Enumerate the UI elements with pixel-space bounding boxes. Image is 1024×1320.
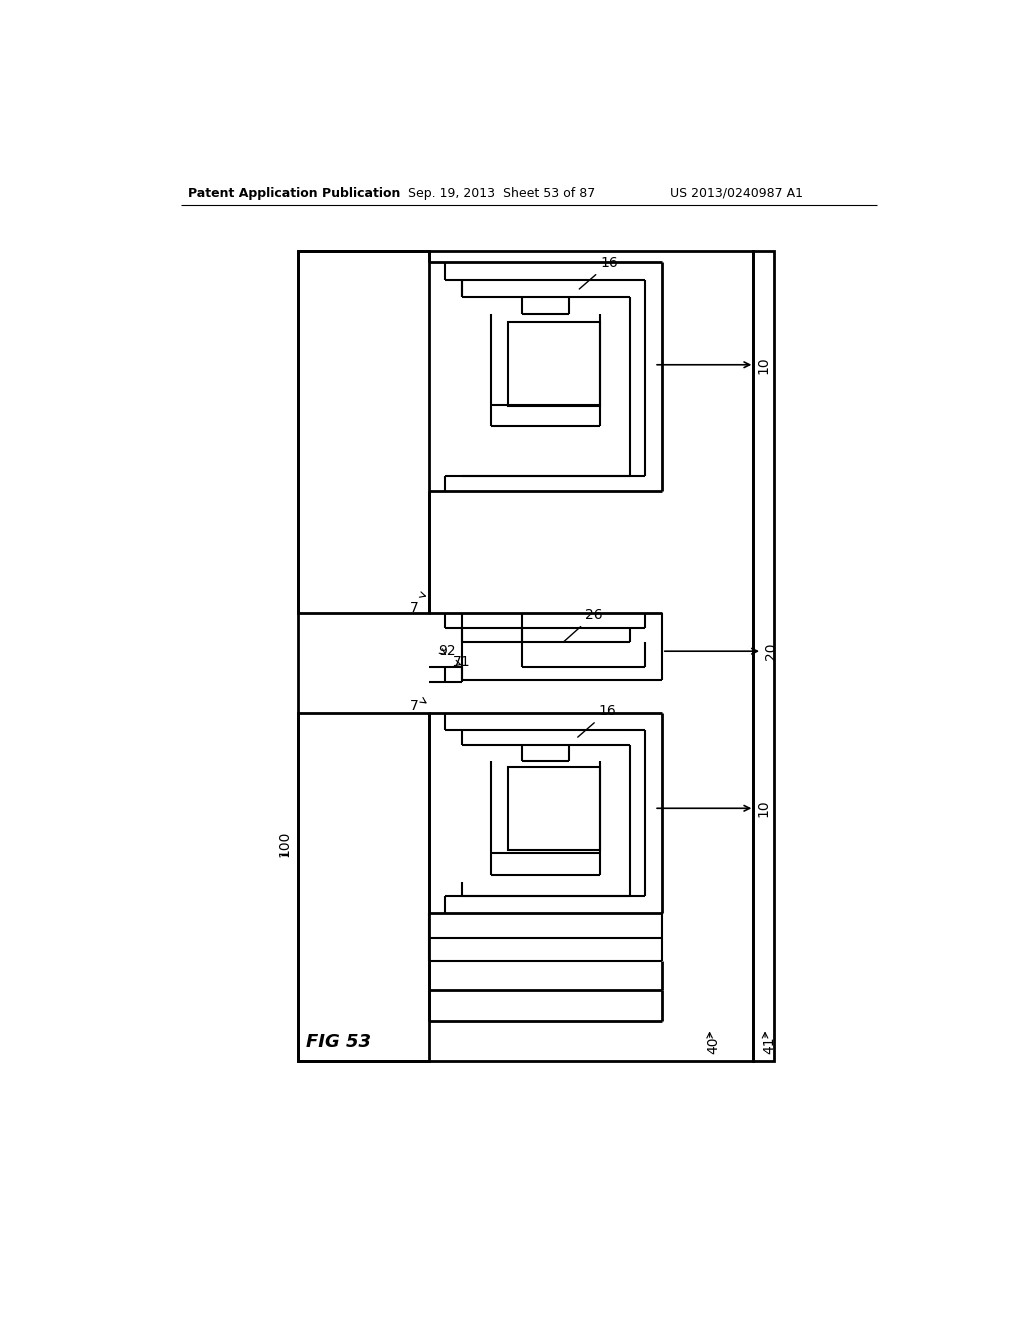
Text: US 2013/0240987 A1: US 2013/0240987 A1 xyxy=(670,187,803,199)
Text: 16: 16 xyxy=(578,704,616,737)
Bar xyxy=(298,713,429,1061)
Text: Sep. 19, 2013  Sheet 53 of 87: Sep. 19, 2013 Sheet 53 of 87 xyxy=(408,187,595,199)
Bar xyxy=(508,767,600,850)
Text: 71: 71 xyxy=(453,655,470,669)
Text: 7: 7 xyxy=(410,601,419,615)
Text: 16: 16 xyxy=(580,256,618,289)
Bar xyxy=(298,251,429,612)
Bar xyxy=(753,251,774,1061)
Text: 41: 41 xyxy=(762,1036,776,1055)
Bar xyxy=(508,322,600,407)
Text: 10: 10 xyxy=(757,800,771,817)
Bar xyxy=(298,251,753,1061)
Text: 100: 100 xyxy=(278,830,292,857)
Text: Patent Application Publication: Patent Application Publication xyxy=(188,187,400,199)
Text: 10: 10 xyxy=(757,356,771,374)
Text: 92: 92 xyxy=(438,644,456,659)
Text: 26: 26 xyxy=(564,609,602,642)
Text: 40: 40 xyxy=(707,1036,721,1055)
Text: 20: 20 xyxy=(764,643,778,660)
Text: 7: 7 xyxy=(410,700,419,713)
Text: FIG 53: FIG 53 xyxy=(306,1032,371,1051)
